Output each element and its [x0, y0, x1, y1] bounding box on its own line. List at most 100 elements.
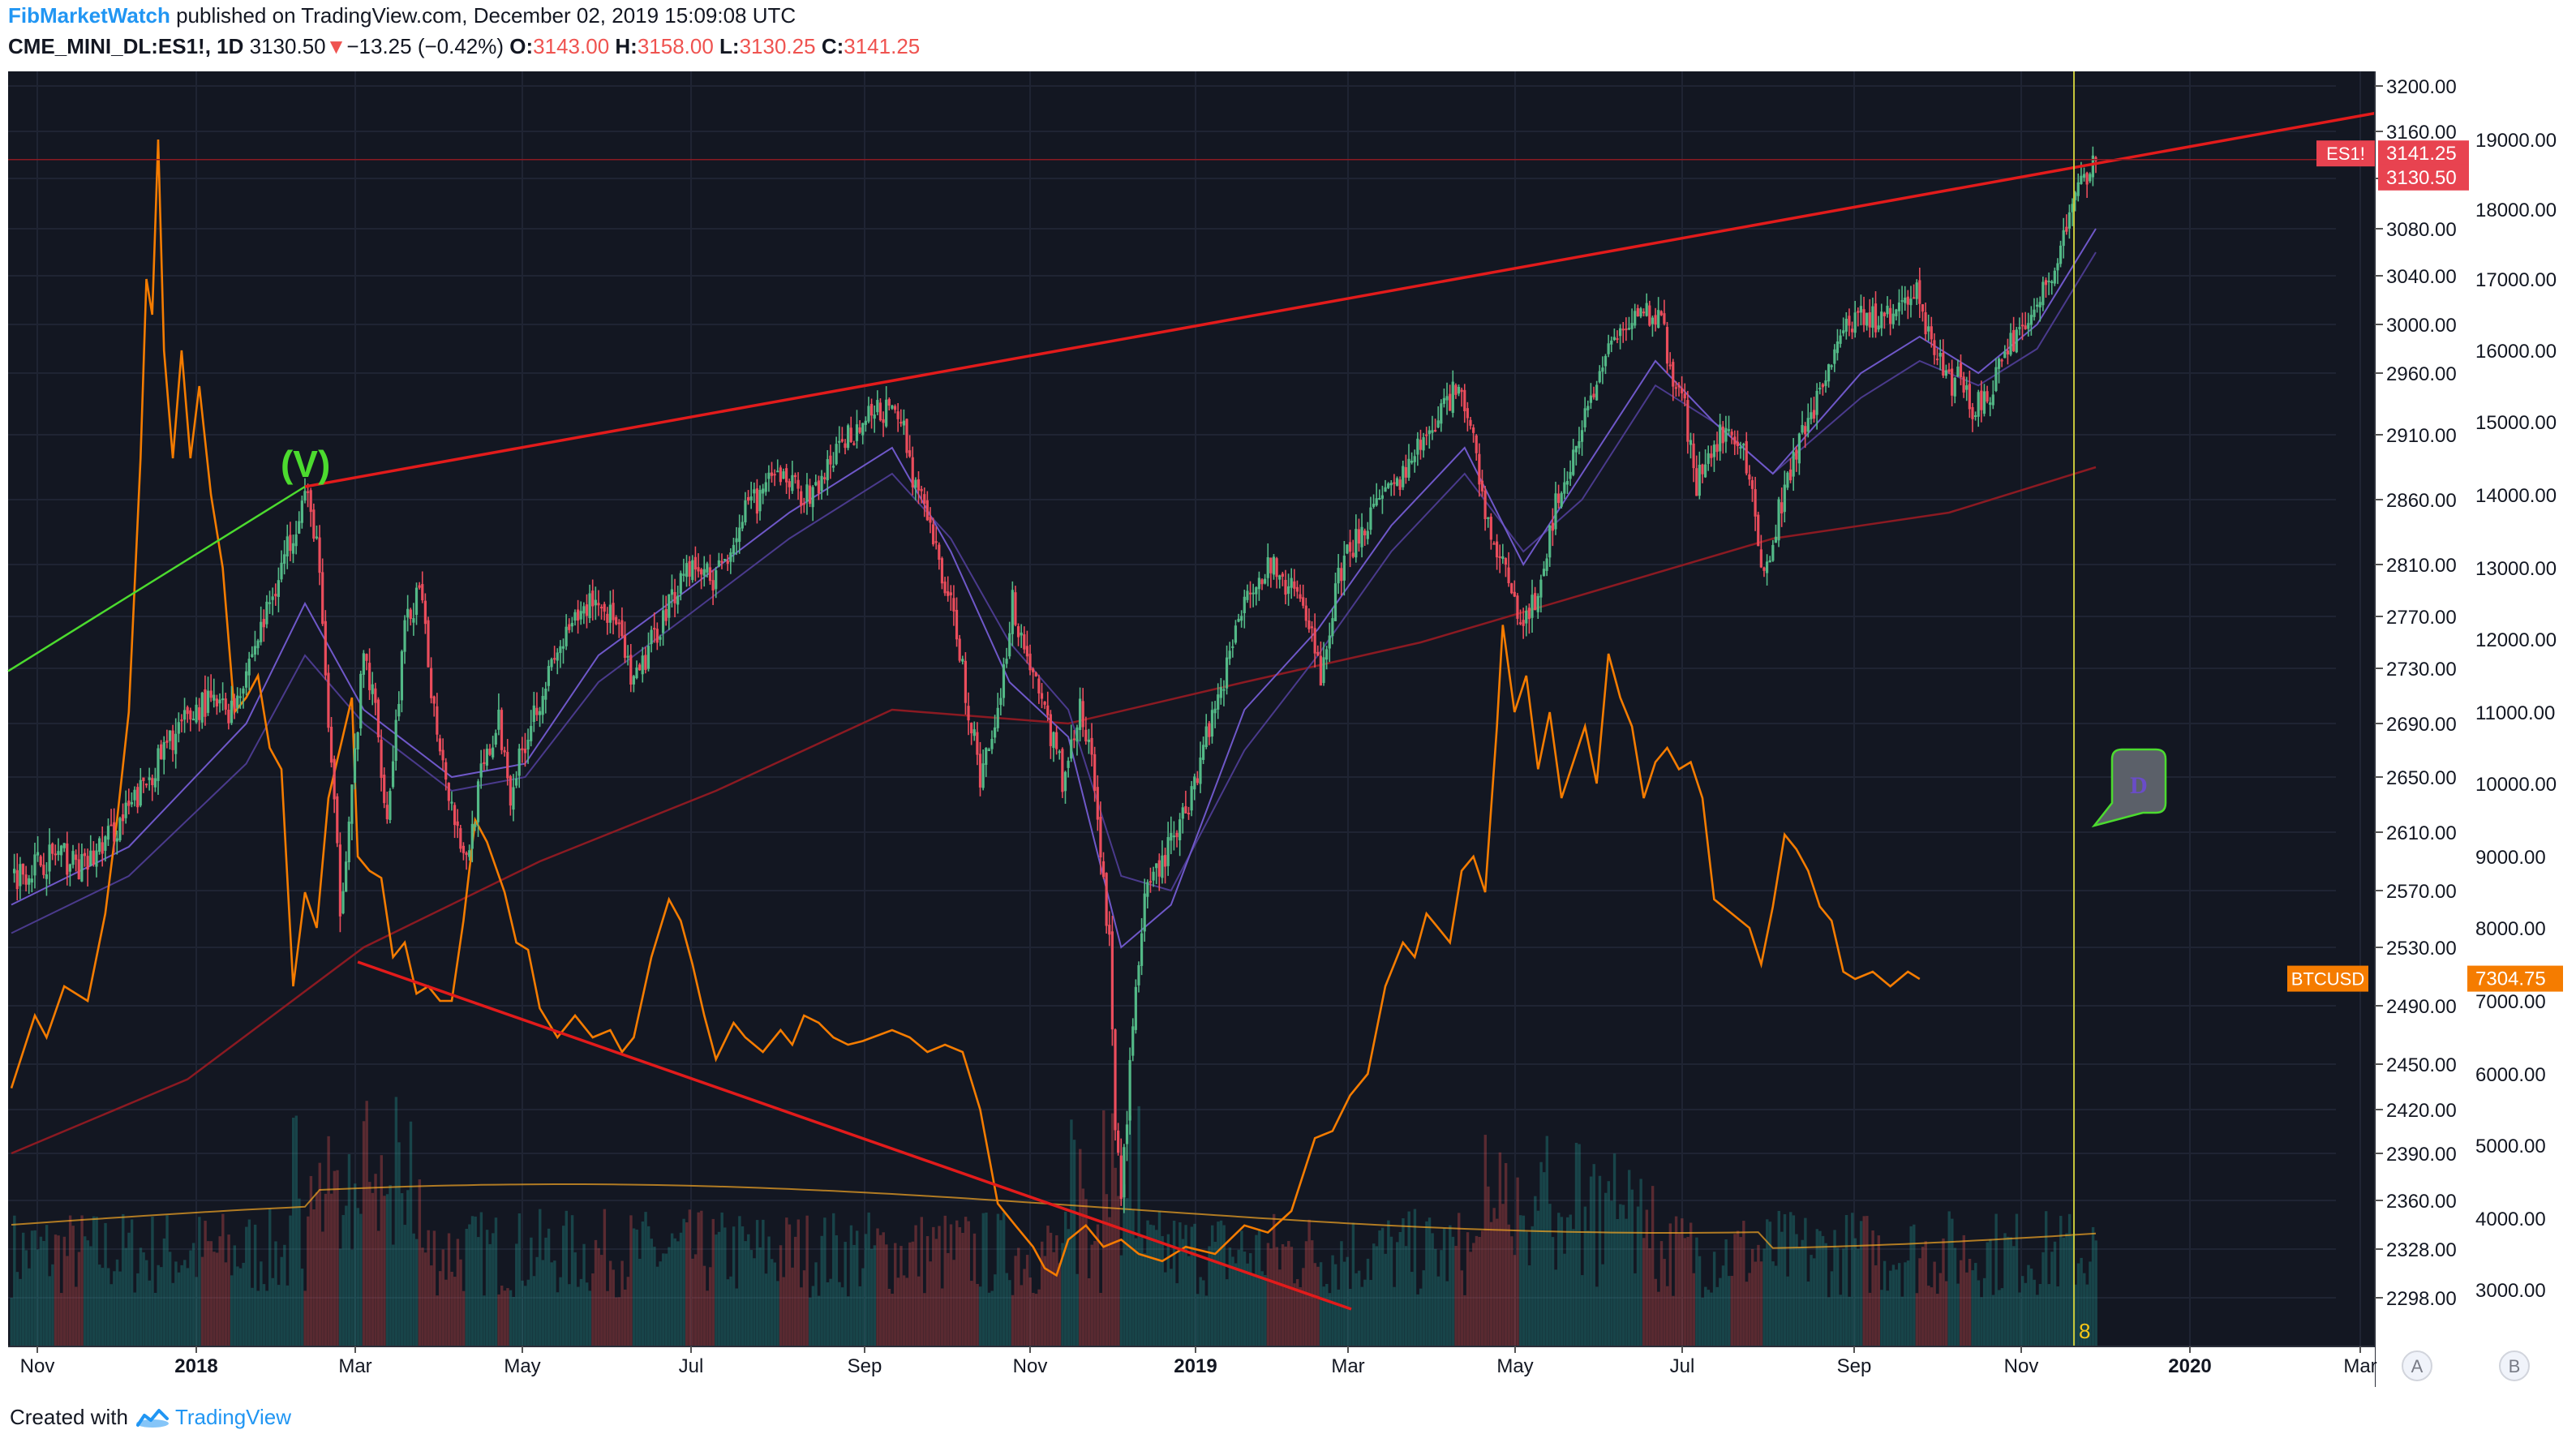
volume-bar: [2065, 1233, 2068, 1346]
volume-bar: [632, 1228, 636, 1346]
candle-body: [1389, 483, 1393, 486]
volume-bar: [1202, 1280, 1205, 1346]
scale-button-b[interactable]: B: [2499, 1350, 2530, 1381]
volume-bar: [1475, 1235, 1479, 1346]
volume-bar: [195, 1277, 198, 1346]
volume-bar: [1965, 1272, 1968, 1346]
volume-bar: [562, 1226, 565, 1346]
volume-bar: [1067, 1229, 1070, 1346]
created-with: Created with TradingView: [10, 1405, 291, 1430]
volume-bar: [1534, 1196, 1537, 1346]
volume-bar: [2056, 1286, 2059, 1346]
candle-body: [1134, 986, 1137, 1030]
volume-bar: [13, 1215, 16, 1346]
volume-bar: [1780, 1231, 1784, 1346]
volume-bar: [1313, 1263, 1317, 1346]
volume-bar: [115, 1259, 119, 1346]
candle-body: [242, 688, 245, 694]
candle-body: [588, 593, 591, 619]
volume-bar: [1287, 1241, 1290, 1346]
candle-body: [1572, 449, 1575, 475]
volume-bar: [224, 1262, 228, 1346]
volume-bar: [432, 1230, 436, 1346]
scale-button-a[interactable]: A: [2402, 1350, 2432, 1381]
volume-bar: [1762, 1248, 1766, 1346]
time-tick-label: Nov: [20, 1355, 55, 1377]
volume-bar: [547, 1228, 551, 1346]
volume-bar: [215, 1252, 219, 1346]
volume-bar: [441, 1249, 444, 1346]
candle-body: [1681, 388, 1684, 393]
volume-bar: [1833, 1230, 1836, 1346]
candle-body: [1346, 544, 1349, 554]
volume-bar: [2074, 1284, 2077, 1346]
btc-tick-label: 14000.00: [2475, 485, 2557, 507]
candle-body: [1719, 424, 1722, 452]
candle-body: [1947, 369, 1951, 372]
volume-bar: [162, 1238, 166, 1346]
volume-bar: [1683, 1238, 1687, 1346]
candle-body: [1460, 389, 1463, 393]
volume-bar: [1023, 1269, 1026, 1346]
es-tick-label: 2298.00: [2386, 1288, 2457, 1310]
candle-body: [1935, 359, 1939, 361]
candle-body: [561, 646, 565, 649]
btc-name-tag-label: BTCUSD: [2291, 969, 2364, 990]
volume-bar: [1835, 1247, 1840, 1346]
candle-body: [1918, 280, 1921, 304]
volume-bar: [820, 1235, 823, 1346]
candle-body: [2020, 324, 2024, 327]
candle-body: [356, 732, 359, 749]
symbol-label[interactable]: CME_MINI_DL:ES1!, 1D: [8, 34, 244, 58]
candle-body: [380, 739, 383, 779]
volume-bar: [1695, 1237, 1698, 1346]
volume-bar: [1110, 1113, 1114, 1346]
candle-body: [1237, 618, 1240, 622]
candle-body: [28, 878, 31, 885]
volume-bar: [1942, 1238, 1945, 1346]
volume-bar: [782, 1277, 785, 1346]
candle-body: [1891, 313, 1895, 324]
volume-bar: [1460, 1270, 1464, 1346]
volume-bar: [1936, 1294, 1939, 1346]
volume-bar: [544, 1237, 547, 1346]
volume-bar: [597, 1247, 600, 1346]
candle-body: [1290, 578, 1293, 588]
volume-bar: [1243, 1252, 1247, 1346]
volume-bar: [1099, 1293, 1102, 1346]
candle-body: [230, 700, 234, 724]
candle-body: [42, 865, 45, 875]
candle-body: [1844, 319, 1848, 332]
volume-bar: [1396, 1242, 1399, 1346]
volume-bar: [732, 1226, 736, 1346]
btc-tick-label: 17000.00: [2475, 269, 2557, 291]
candle-body: [896, 411, 899, 419]
es-tick-label: 3080.00: [2386, 219, 2457, 241]
candle-body: [840, 439, 844, 442]
candle-body: [869, 403, 874, 416]
candle-body: [68, 864, 71, 872]
volume-bar: [1125, 1198, 1129, 1346]
volume-bar: [1179, 1222, 1182, 1346]
volume-bar: [1851, 1213, 1854, 1346]
volume-bar: [230, 1275, 234, 1346]
volume-bar: [1783, 1213, 1787, 1346]
author-link[interactable]: FibMarketWatch: [8, 3, 170, 28]
candle-body: [1348, 542, 1352, 552]
candle-body: [535, 707, 539, 715]
volume-bar: [653, 1247, 656, 1346]
candle-body: [1266, 557, 1269, 578]
tradingview-brand-link[interactable]: TradingView: [174, 1405, 292, 1429]
candle-body: [800, 491, 803, 506]
time-tick-label: May: [1496, 1355, 1533, 1377]
volume-bar: [1058, 1263, 1062, 1346]
price-chart[interactable]: (V)D8 3200.003160.003120.003080.003040.0…: [0, 68, 2576, 1387]
candle-body: [115, 838, 118, 842]
candle-body: [1665, 327, 1669, 364]
es-tick-label: 2328.00: [2386, 1239, 2457, 1261]
candle-body: [1986, 391, 1989, 402]
candle-body: [48, 844, 51, 872]
btc-tick-label: 16000.00: [2475, 341, 2557, 363]
volume-bar: [488, 1243, 492, 1346]
volume-bar: [1351, 1222, 1355, 1346]
